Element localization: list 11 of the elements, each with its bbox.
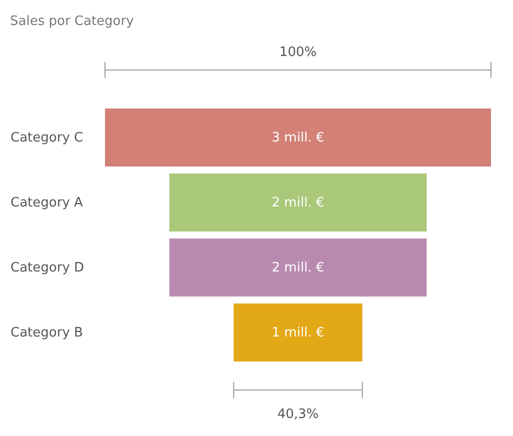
category-label: Category C [10, 130, 84, 146]
text: Sales por Category [10, 14, 134, 29]
data-label: 2 mill. € [272, 260, 324, 276]
category-label: Category A [10, 195, 84, 210]
text: 40,3% [277, 407, 319, 422]
category-label: Category D [10, 260, 84, 276]
text: 100% [279, 45, 317, 60]
data-label: 1 mill. € [272, 326, 324, 341]
data-label: 2 mill. € [272, 195, 324, 210]
category-label: Category B [10, 326, 83, 341]
data-label: 3 mill. € [272, 130, 324, 146]
